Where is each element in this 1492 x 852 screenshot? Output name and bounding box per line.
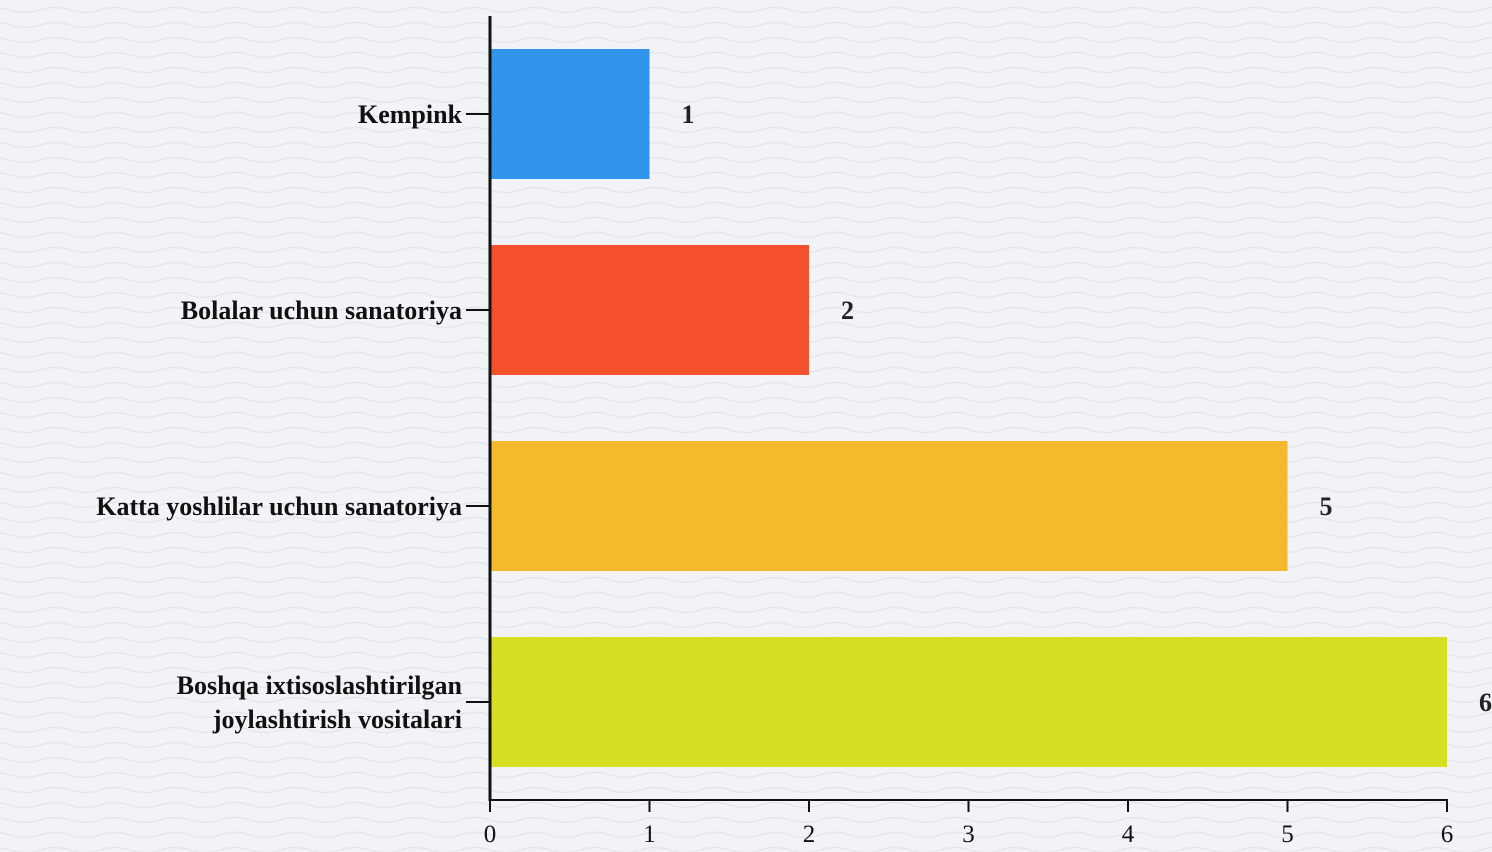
bars-group xyxy=(491,49,1447,767)
bar-4 xyxy=(491,637,1447,767)
x-tick-label-5: 5 xyxy=(1281,821,1294,848)
bar-3 xyxy=(491,441,1288,571)
category-label-3: Katta yoshlilar uchun sanatoriya xyxy=(96,492,462,521)
category-label-2: Bolalar uchun sanatoriya xyxy=(181,296,462,325)
bar-2 xyxy=(491,245,809,375)
bar-1 xyxy=(491,49,650,179)
value-labels-group: 1 2 5 6 xyxy=(682,100,1492,717)
category-label-1: Kempink xyxy=(358,100,463,129)
x-tick-label-0: 0 xyxy=(484,821,497,848)
x-tick-label-4: 4 xyxy=(1122,821,1135,848)
x-axis-ticks-group: 0 1 2 3 4 5 6 xyxy=(484,800,1454,848)
x-tick-label-3: 3 xyxy=(962,821,975,848)
value-label-1: 1 xyxy=(682,100,695,129)
value-label-4: 6 xyxy=(1479,688,1492,717)
x-tick-label-1: 1 xyxy=(643,821,656,848)
category-labels-group: Kempink Bolalar uchun sanatoriya Katta yos… xyxy=(96,100,490,734)
x-tick-label-2: 2 xyxy=(803,821,816,848)
value-label-3: 5 xyxy=(1320,492,1333,521)
value-label-2: 2 xyxy=(841,296,854,325)
category-label-4: Boshqa ixtisoslashtirilgan joylashtirish … xyxy=(177,671,463,734)
x-tick-label-6: 6 xyxy=(1441,821,1454,848)
